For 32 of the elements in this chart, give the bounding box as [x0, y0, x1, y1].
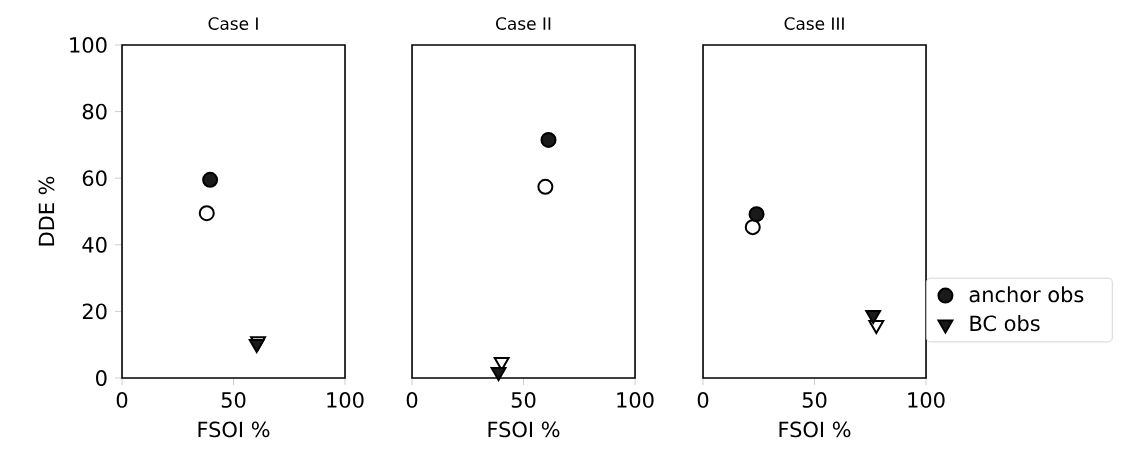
x-tick-label: 0 [116, 392, 128, 408]
y-tick-label: 60 [82, 170, 107, 187]
chart-title: Case III [784, 17, 844, 30]
y-tick-label: 80 [82, 103, 107, 120]
y-tick-label: 20 [82, 303, 107, 320]
x-tick-label: 50 [802, 392, 827, 408]
point [537, 178, 554, 195]
point [202, 171, 219, 188]
x-tick-label: 0 [406, 392, 418, 408]
y-axis-title: DDE % [38, 176, 55, 246]
x-tick-label: 0 [697, 392, 709, 408]
point [198, 205, 215, 222]
y-tick-label: 0 [96, 370, 107, 386]
point [744, 219, 761, 236]
x-axis-title: FSOI % [779, 421, 851, 438]
x-tick-label: 100 [617, 392, 654, 408]
x-axis-title: FSOI % [488, 421, 560, 438]
y-tick-label: 100 [70, 37, 107, 53]
chart-title: Case II [496, 17, 551, 30]
x-tick-label: 100 [908, 392, 945, 408]
x-tick-label: 100 [327, 392, 364, 408]
legend-label: BC obs [970, 315, 1040, 332]
x-axis-title: FSOI % [198, 421, 270, 438]
chart-title: Case I [208, 17, 258, 30]
point [540, 131, 557, 148]
point [865, 310, 882, 325]
legend-label: anchor obs [969, 286, 1084, 303]
y-tick-label: 40 [82, 236, 107, 253]
point [490, 366, 507, 381]
point [748, 206, 765, 223]
x-tick-label: 50 [511, 392, 536, 408]
x-tick-label: 50 [221, 392, 246, 408]
